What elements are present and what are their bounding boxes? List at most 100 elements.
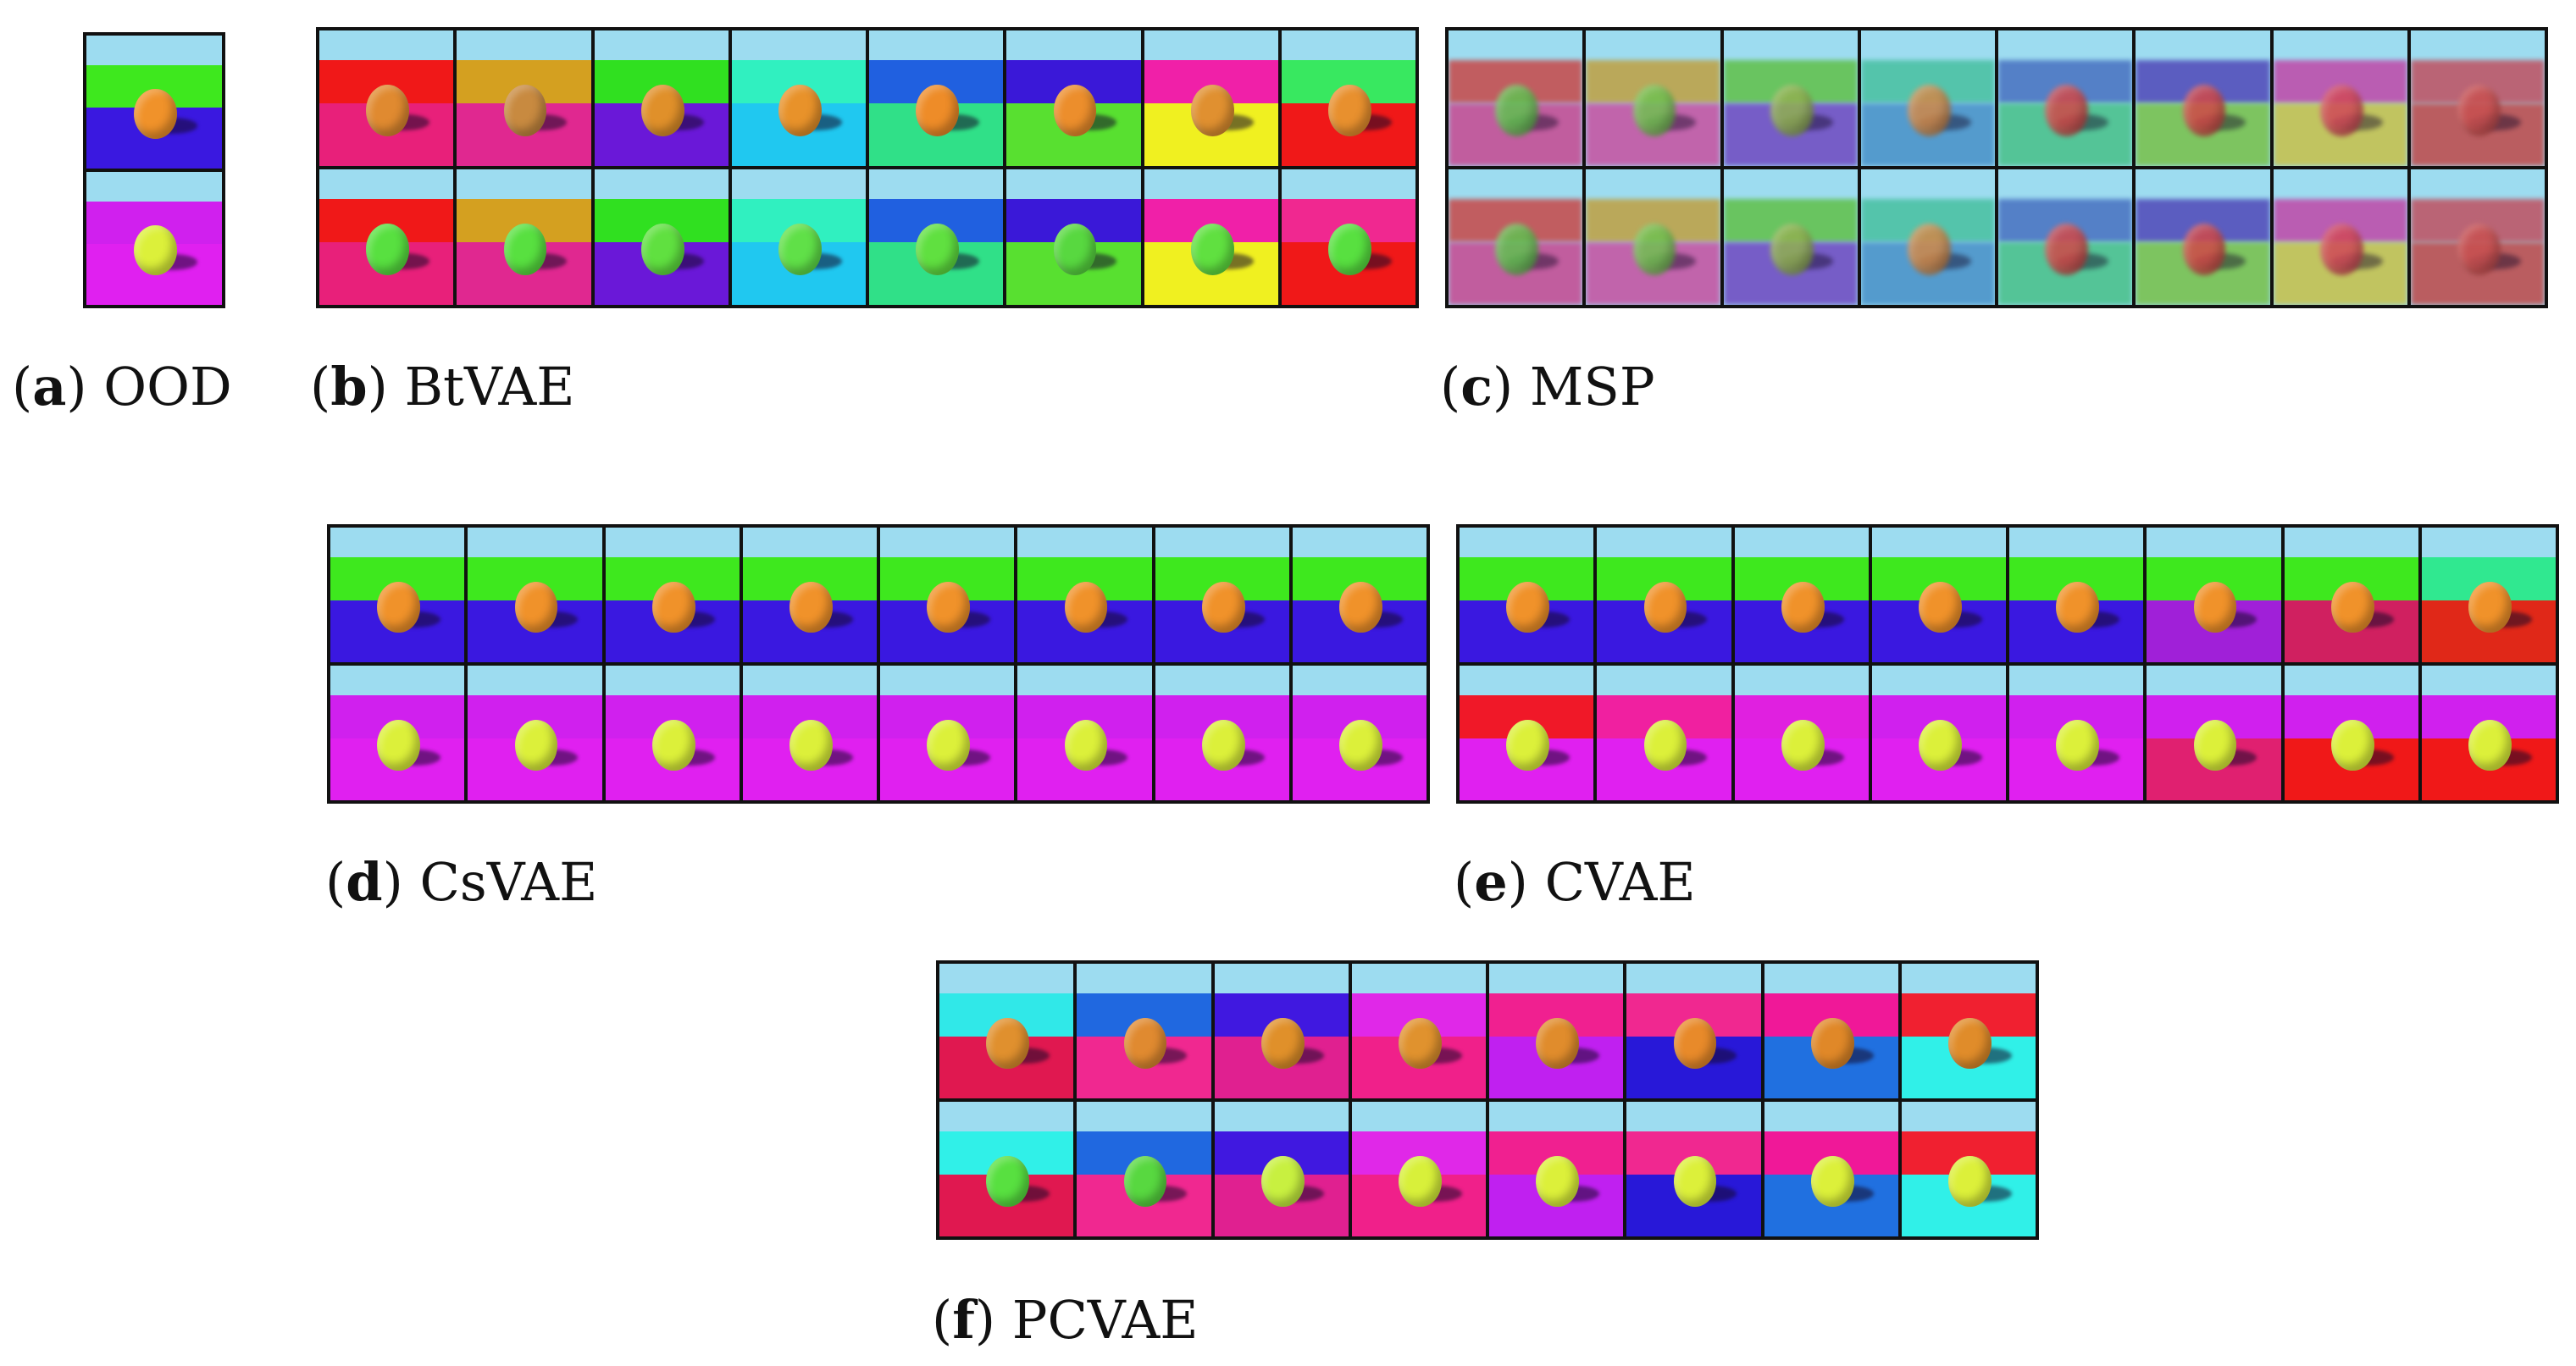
msp-tile-r2-c5: [1998, 169, 2133, 305]
tile-sky: [1998, 169, 2133, 200]
msp-tile-r2-c1: [1449, 169, 1583, 305]
tile-ball: [377, 581, 420, 633]
tile-sky: [1214, 1102, 1349, 1131]
csvae-tile-r1-c6: [1017, 528, 1152, 662]
tile-sky: [731, 169, 866, 200]
tile-sky: [319, 169, 454, 200]
tile-sky: [742, 666, 877, 695]
tile-ball: [986, 1017, 1029, 1069]
tile-sky: [1901, 964, 2036, 993]
tile-sky: [1144, 169, 1278, 200]
msp-tile-r1-c4: [1860, 30, 1995, 166]
tile-sky: [1449, 30, 1583, 61]
tile-ball: [1201, 719, 1245, 771]
tile-sky: [1155, 528, 1289, 557]
csvae-tile-r2-c8: [1292, 666, 1426, 800]
btvae-tile-r2-c6: [1006, 169, 1141, 305]
cvae-tile-r2-c1: [1460, 666, 1594, 800]
tile-ball: [2193, 719, 2237, 771]
tile-ball: [640, 85, 684, 136]
tile-ball: [927, 581, 970, 633]
cvae-tile-r2-c2: [1597, 666, 1731, 800]
cvae-tile-r1-c5: [2009, 528, 2144, 662]
btvae-tile-r2-c1: [319, 169, 454, 305]
tile-sky: [1281, 30, 1415, 61]
csvae-tile-r2-c7: [1155, 666, 1289, 800]
tile-ball: [1919, 719, 1962, 771]
tile-sky: [1871, 528, 2006, 557]
cvae-tile-r1-c4: [1871, 528, 2006, 662]
tile-sky: [1489, 1102, 1624, 1131]
tile-sky: [939, 1102, 1074, 1131]
cvae-tile-r2-c4: [1871, 666, 2006, 800]
msp-tile-r1-c1: [1449, 30, 1583, 166]
pcvae-tile-r2-c4: [1351, 1102, 1486, 1236]
csvae-tile-r1-c7: [1155, 528, 1289, 662]
tile-ball: [1770, 224, 1814, 275]
tile-sky: [1998, 30, 2133, 61]
tile-sky: [457, 169, 591, 200]
csvae-tile-r2-c4: [742, 666, 877, 800]
tile-ball: [2457, 224, 2501, 275]
msp-tile-r2-c4: [1860, 169, 1995, 305]
tile-ball: [1919, 581, 1962, 633]
tile-sky: [1017, 528, 1152, 557]
tile-sky: [869, 30, 1004, 61]
cvae-tile-r2-c5: [2009, 666, 2144, 800]
tile-sky: [1586, 169, 1720, 200]
pcvae-tile-r1-c4: [1351, 964, 1486, 1098]
tile-sky: [1449, 169, 1583, 200]
btvae-tile-r2-c7: [1144, 169, 1278, 305]
tile-sky: [2147, 528, 2281, 557]
tile-sky: [330, 666, 465, 695]
pcvae-tile-r1-c6: [1626, 964, 1761, 1098]
tile-sky: [1597, 666, 1731, 695]
tile-sky: [1734, 666, 1869, 695]
tile-ball: [1495, 224, 1538, 275]
msp-image-grid: [1445, 27, 2548, 308]
tile-ball: [1495, 85, 1538, 136]
btvae-tile-r2-c5: [869, 169, 1004, 305]
tile-ball: [1536, 1017, 1579, 1069]
csvae-tile-r1-c2: [468, 528, 602, 662]
pcvae-tile-r2-c7: [1764, 1102, 1898, 1236]
tile-sky: [1292, 528, 1426, 557]
csvae-tile-r1-c3: [605, 528, 740, 662]
csvae-tile-r1-c5: [880, 528, 1015, 662]
tile-sky: [939, 964, 1074, 993]
msp-tile-r1-c8: [2410, 30, 2545, 166]
tile-ball: [1190, 85, 1234, 136]
tile-ball: [2330, 719, 2374, 771]
csvae-tile-r1-c4: [742, 528, 877, 662]
tile-sky: [880, 666, 1015, 695]
btvae-tile-r1-c6: [1006, 30, 1141, 166]
msp-tile-r1-c5: [1998, 30, 2133, 166]
tile-sky: [86, 36, 222, 65]
btvae-tile-r1-c2: [457, 30, 591, 166]
tile-ball: [2056, 581, 2099, 633]
tile-sky: [1764, 964, 1898, 993]
cvae-tile-r1-c1: [1460, 528, 1594, 662]
tile-ball: [1781, 581, 1825, 633]
tile-ball: [1643, 719, 1687, 771]
tile-ball: [1053, 85, 1097, 136]
tile-sky: [457, 30, 591, 61]
tile-sky: [1901, 1102, 2036, 1131]
tile-ball: [640, 224, 684, 275]
tile-ball: [2182, 85, 2226, 136]
tile-ball: [1506, 581, 1549, 633]
tile-ball: [503, 85, 547, 136]
tile-sky: [605, 528, 740, 557]
tile-ball: [1123, 1155, 1167, 1207]
tile-ball: [1810, 1017, 1854, 1069]
pcvae-tile-r2-c8: [1901, 1102, 2036, 1236]
tile-ball: [366, 85, 409, 136]
tile-ball: [1328, 85, 1371, 136]
tile-sky: [2009, 528, 2144, 557]
tile-ball: [2319, 224, 2363, 275]
tile-sky: [594, 169, 728, 200]
tile-sky: [731, 30, 866, 61]
btvae-tile-r2-c4: [731, 169, 866, 305]
tile-sky: [330, 528, 465, 557]
msp-tile-r1-c2: [1586, 30, 1720, 166]
